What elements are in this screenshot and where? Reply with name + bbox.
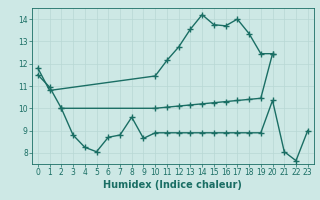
X-axis label: Humidex (Indice chaleur): Humidex (Indice chaleur) (103, 180, 242, 190)
